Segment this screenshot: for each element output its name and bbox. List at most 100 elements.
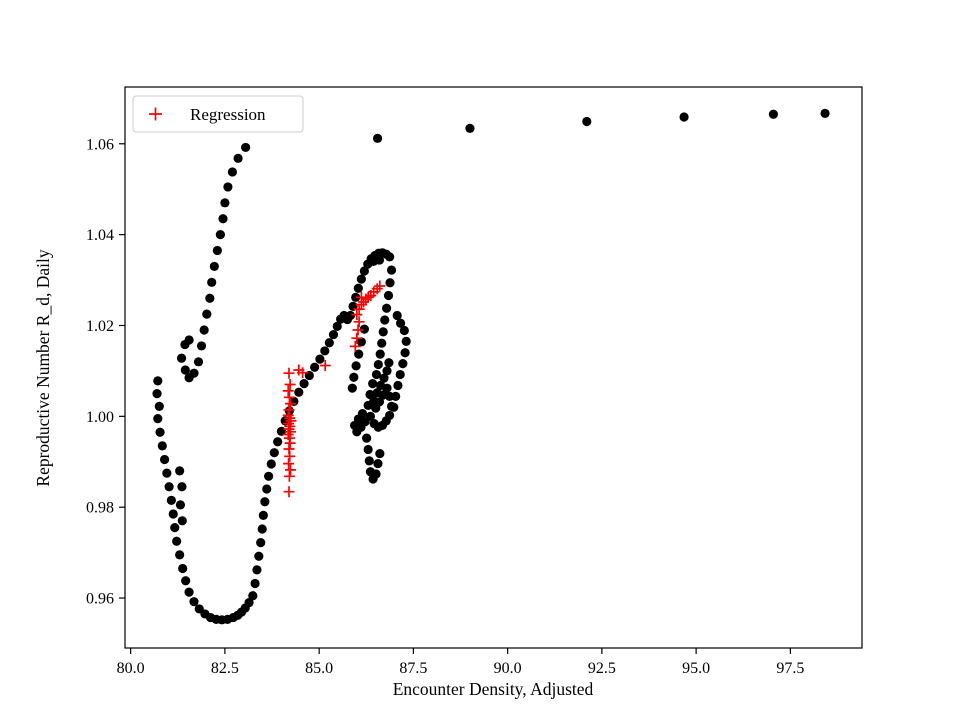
data-point-trajectory — [266, 459, 276, 469]
data-point-trajectory — [241, 142, 251, 153]
data-point-trajectory — [170, 523, 180, 533]
data-point-trajectory — [233, 153, 243, 163]
data-point-trajectory — [273, 437, 283, 447]
data-point-trajectory — [378, 327, 388, 337]
data-point-Regression — [285, 415, 297, 427]
y-tick-label: 1.00 — [86, 409, 114, 426]
data-point-trajectory — [315, 354, 325, 364]
data-point-Regression — [351, 309, 363, 321]
data-point-trajectory — [345, 310, 356, 321]
data-point-Regression — [283, 367, 295, 379]
data-point-trajectory — [380, 315, 390, 325]
x-tick-label: 97.5 — [776, 660, 804, 677]
data-point-trajectory — [393, 380, 403, 391]
data-point-trajectory — [223, 182, 233, 192]
data-point-Regression — [351, 332, 363, 344]
data-point-trajectory — [257, 524, 267, 534]
data-point-trajectory — [375, 380, 386, 391]
data-point-trajectory — [373, 359, 383, 370]
data-point-trajectory — [351, 361, 361, 371]
data-point-trajectory — [392, 310, 402, 321]
x-tick-label: 82.5 — [211, 660, 239, 677]
data-point-trajectory — [383, 290, 394, 301]
data-point-trajectory — [368, 256, 379, 267]
data-point-trajectory — [244, 597, 254, 608]
data-point-trajectory — [227, 167, 238, 177]
data-point-trajectory — [155, 427, 165, 437]
data-point-trajectory — [356, 337, 366, 347]
data-point-trajectory — [310, 362, 320, 372]
data-point-trajectory — [177, 516, 187, 526]
data-point-trajectory — [260, 497, 270, 507]
data-point-trajectory — [157, 441, 167, 451]
data-point-trajectory — [199, 325, 209, 335]
data-point-trajectory — [207, 277, 217, 287]
data-point-trajectory — [175, 500, 186, 510]
data-point-trajectory — [168, 509, 178, 519]
data-point-trajectory — [172, 536, 182, 546]
data-point-trajectory — [250, 578, 260, 589]
plot-content: 80.0 82.5 85.0 87.5 90.0 92.5 95.0 97.5 0.96 0.98… — [86, 108, 830, 677]
data-point-trajectory — [359, 266, 369, 276]
data-point-trajectory — [153, 376, 163, 386]
data-point-trajectory — [353, 283, 363, 293]
data-point-trajectory — [180, 365, 190, 375]
legend-box — [132, 95, 304, 133]
data-point-trajectory — [215, 230, 225, 240]
data-point-trajectory — [371, 403, 381, 413]
legend-label: Regression — [190, 105, 266, 124]
y-tick-label: 0.98 — [86, 500, 114, 517]
data-point-trajectory — [264, 471, 274, 481]
data-point-trajectory — [368, 379, 378, 389]
x-axis-label: Encounter Density, Adjusted — [393, 679, 594, 699]
data-point-trajectory — [193, 357, 204, 367]
data-point-trajectory — [299, 379, 309, 389]
data-point-trajectory — [820, 108, 830, 118]
data-point-trajectory — [262, 484, 272, 494]
data-point-trajectory — [357, 409, 368, 419]
data-point-Regression — [352, 324, 364, 336]
data-point-trajectory — [465, 123, 475, 133]
data-point-trajectory — [373, 458, 383, 469]
y-tick-label: 1.06 — [86, 136, 114, 153]
data-point-trajectory — [386, 265, 397, 275]
y-tick-label: 0.96 — [86, 591, 114, 608]
data-point-trajectory — [375, 448, 385, 459]
data-point-Regression — [285, 398, 296, 410]
data-point-Regression — [319, 360, 331, 371]
data-point-trajectory — [202, 309, 212, 319]
data-point-trajectory — [209, 261, 219, 272]
data-point-trajectory — [382, 303, 392, 313]
data-point-trajectory — [364, 456, 374, 466]
data-point-trajectory — [294, 387, 304, 397]
data-point-trajectory — [189, 597, 199, 607]
data-point-trajectory — [248, 591, 258, 601]
data-point-trajectory — [184, 373, 194, 383]
data-point-Regression — [362, 291, 374, 303]
data-point-trajectory — [258, 510, 268, 520]
data-point-trajectory — [384, 358, 394, 368]
data-point-trajectory — [153, 414, 163, 424]
data-point-Regression — [283, 391, 295, 403]
data-point-trajectory — [178, 563, 188, 574]
data-point-trajectory — [385, 410, 395, 421]
data-point-trajectory — [356, 274, 366, 284]
data-point-trajectory — [252, 565, 262, 575]
data-point-trajectory — [332, 321, 342, 331]
data-point-trajectory — [205, 293, 215, 303]
data-point-Regression — [284, 379, 296, 390]
data-point-trajectory — [256, 538, 266, 548]
data-point-Regression — [282, 385, 294, 397]
data-point-Regression — [283, 458, 295, 470]
data-point-trajectory — [212, 245, 222, 256]
data-point-trajectory — [324, 338, 334, 348]
legend-plus-marker-icon — [149, 107, 162, 121]
data-point-Regression — [297, 367, 309, 379]
data-point-trajectory — [362, 433, 372, 443]
data-point-Regression — [284, 437, 296, 449]
data-point-trajectory — [399, 325, 409, 336]
legend: Regression — [132, 95, 304, 133]
data-point-trajectory — [175, 550, 185, 560]
data-point-trajectory — [359, 324, 369, 334]
